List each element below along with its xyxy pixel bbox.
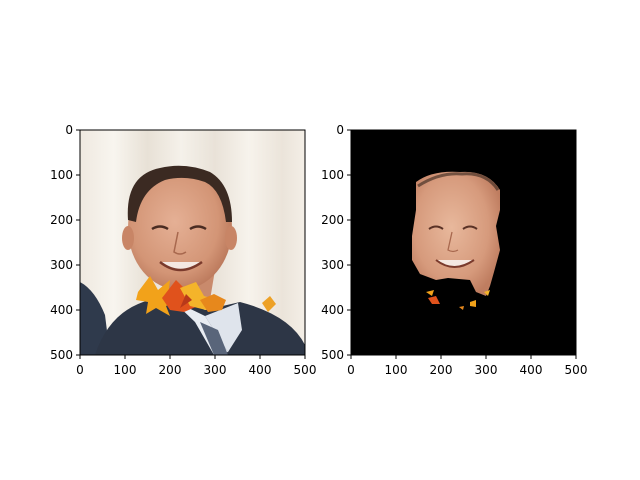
x-tick-label: 300 <box>204 363 227 377</box>
y-tick-label: 200 <box>321 213 344 227</box>
y-tick-label: 500 <box>321 348 344 362</box>
x-tick-label: 200 <box>430 363 453 377</box>
y-tick-label: 0 <box>336 123 344 137</box>
x-tick-label: 100 <box>385 363 408 377</box>
original-photo-frame <box>79 129 306 356</box>
y-tick-label: 0 <box>65 123 73 137</box>
y-tick-label: 200 <box>50 213 73 227</box>
x-tick-label: 0 <box>347 363 355 377</box>
x-tick-label: 400 <box>520 363 543 377</box>
y-tick-label: 100 <box>50 168 73 182</box>
y-tick-label: 100 <box>321 168 344 182</box>
x-tick-label: 500 <box>294 363 317 377</box>
x-tick-label: 400 <box>249 363 272 377</box>
x-tick-label: 200 <box>159 363 182 377</box>
y-tick-label: 300 <box>50 258 73 272</box>
y-tick-label: 300 <box>321 258 344 272</box>
original-photo-image <box>80 130 305 355</box>
x-tick-label: 500 <box>565 363 588 377</box>
y-tick-label: 500 <box>50 348 73 362</box>
segmented-face-image <box>351 130 576 355</box>
leaf-fragments <box>426 290 490 310</box>
x-tick-label: 0 <box>76 363 84 377</box>
x-tick-label: 300 <box>475 363 498 377</box>
segmented-face-frame <box>350 129 577 356</box>
y-tick-label: 400 <box>50 303 73 317</box>
autumn-leaves <box>136 276 276 316</box>
x-tick-label: 100 <box>114 363 137 377</box>
y-tick-label: 400 <box>321 303 344 317</box>
